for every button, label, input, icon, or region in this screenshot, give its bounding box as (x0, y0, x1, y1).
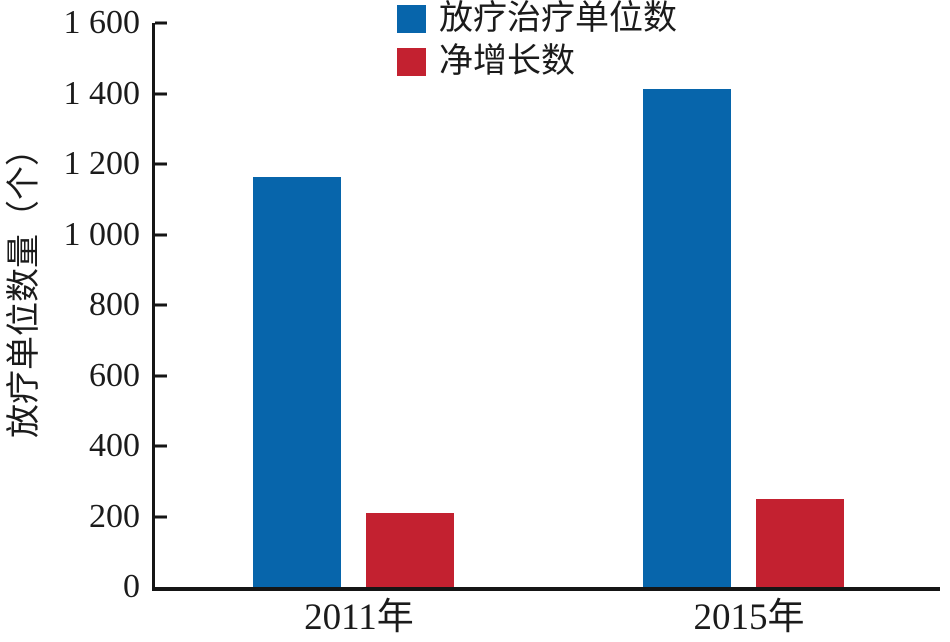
y-tick-label: 1 000 (63, 215, 141, 253)
y-tick-mark (155, 233, 167, 236)
legend-swatch-icon (397, 5, 426, 33)
bar-放疗治疗单位数-2011年 (253, 177, 341, 587)
y-tick-label: 400 (89, 427, 140, 464)
legend-swatch-icon (397, 48, 426, 76)
y-tick-mark (155, 303, 167, 307)
y-tick-mark (155, 444, 167, 448)
y-tick-mark (155, 92, 167, 95)
legend-label: 净增长数 (439, 43, 575, 80)
legend-label: 放疗治疗单位数 (439, 0, 677, 37)
y-tick-label: 200 (89, 497, 140, 535)
y-tick-label: 600 (89, 356, 140, 394)
x-axis-label: 2015年 (693, 597, 805, 638)
y-tick-label: 800 (89, 286, 140, 323)
legend: 放疗治疗单位数 净增长数 (397, 2, 677, 79)
y-tick-mark (155, 515, 167, 518)
plot-area: 0 200 400 600 800 1 000 1 200 1 400 1 600 2011年 20… (64, 6, 940, 636)
bar-放疗治疗单位数-2015年 (643, 88, 731, 587)
y-tick-mark (155, 374, 167, 377)
x-axis-label: 2011年 (304, 597, 414, 638)
legend-item: 放疗治疗单位数 (397, 2, 677, 36)
y-tick-label: 1 400 (63, 74, 141, 112)
y-tick-label: 1 200 (63, 145, 141, 182)
bar-净增长数-2015年 (756, 498, 844, 587)
legend-item: 净增长数 (397, 45, 677, 79)
y-tick-mark (155, 21, 167, 25)
y-tick-label: 1 600 (63, 4, 141, 41)
y-tick-mark (155, 162, 167, 166)
y-tick-label: 0 (123, 568, 140, 605)
bar-净增长数-2011年 (366, 512, 454, 587)
